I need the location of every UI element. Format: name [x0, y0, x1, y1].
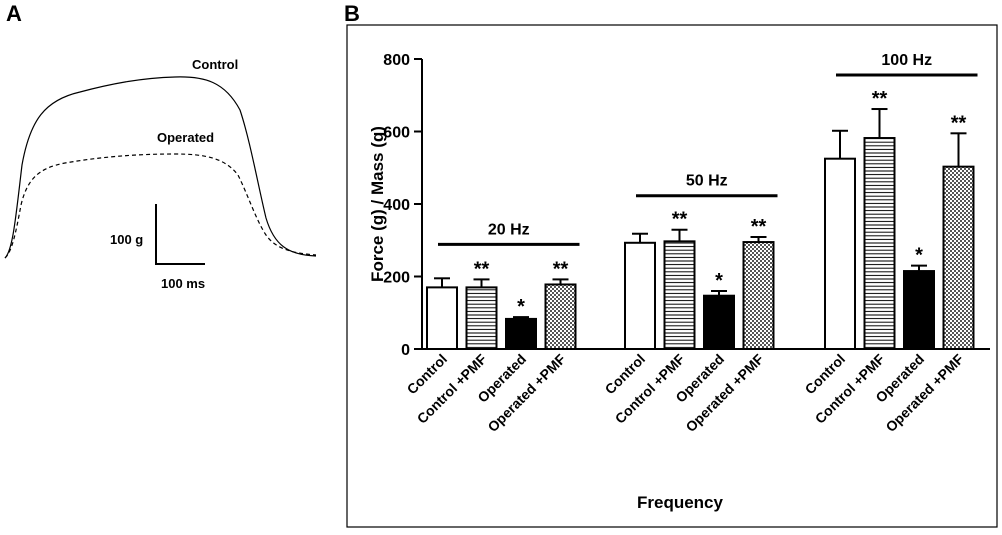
y-tick-label: 200	[383, 270, 410, 287]
significance-marker: **	[751, 216, 767, 238]
bar-control	[824, 157, 856, 350]
force-scale-label: 100 g	[110, 232, 143, 247]
panel-b-frame	[346, 24, 998, 528]
bar-operated	[903, 270, 935, 350]
bar-operated	[703, 294, 735, 350]
y-tick-label: 600	[383, 125, 410, 142]
bar-operated-pmf	[742, 241, 775, 350]
frequency-label: 50 Hz	[686, 173, 728, 190]
x-category-label: Control +PMF	[414, 350, 490, 426]
bar-operated	[505, 317, 537, 351]
panel-a-letter: A	[6, 1, 22, 26]
significance-marker: *	[915, 245, 923, 267]
bar-control-pmf	[863, 137, 896, 350]
significance-marker: *	[715, 270, 723, 292]
y-ticks: 0 200 400 600 800	[383, 52, 422, 359]
significance-marker: *	[517, 296, 525, 318]
bar-control-pmf	[663, 240, 696, 350]
operated-trace-label: Operated	[157, 130, 214, 145]
frequency-label: 100 Hz	[881, 52, 932, 69]
bar-operated-pmf	[942, 165, 975, 350]
significance-marker: **	[672, 209, 688, 231]
bar-control-pmf	[465, 286, 498, 350]
y-tick-label: 0	[401, 342, 410, 359]
y-tick-label: 800	[383, 52, 410, 69]
time-scale-label: 100 ms	[161, 276, 205, 291]
bar-operated-pmf	[544, 283, 577, 351]
significance-marker: **	[951, 112, 967, 134]
operated-trace	[4, 153, 317, 259]
bar-control	[426, 286, 458, 350]
significance-marker: **	[553, 258, 569, 280]
x-axis-title: Frequency	[637, 493, 724, 512]
panel-a: A Control Operated 100 g 100 ms	[4, 1, 317, 291]
bars: Control**Control +PMF*Operated**Operated…	[404, 52, 978, 435]
significance-marker: **	[872, 88, 888, 110]
bar-control	[624, 241, 656, 351]
significance-marker: **	[474, 258, 490, 280]
y-axis-title: Force (g) / Mass (g)	[368, 126, 387, 282]
panel-b-letter: B	[344, 1, 360, 26]
panel-b: B Force (g) / Mass (g) Frequency 0 200 400…	[344, 1, 998, 528]
frequency-label: 20 Hz	[488, 221, 530, 238]
x-category-label: Control +PMF	[612, 350, 688, 426]
y-tick-label: 400	[383, 197, 410, 214]
control-trace	[4, 76, 317, 259]
control-trace-label: Control	[192, 57, 238, 72]
x-category-label: Control +PMF	[812, 350, 888, 426]
